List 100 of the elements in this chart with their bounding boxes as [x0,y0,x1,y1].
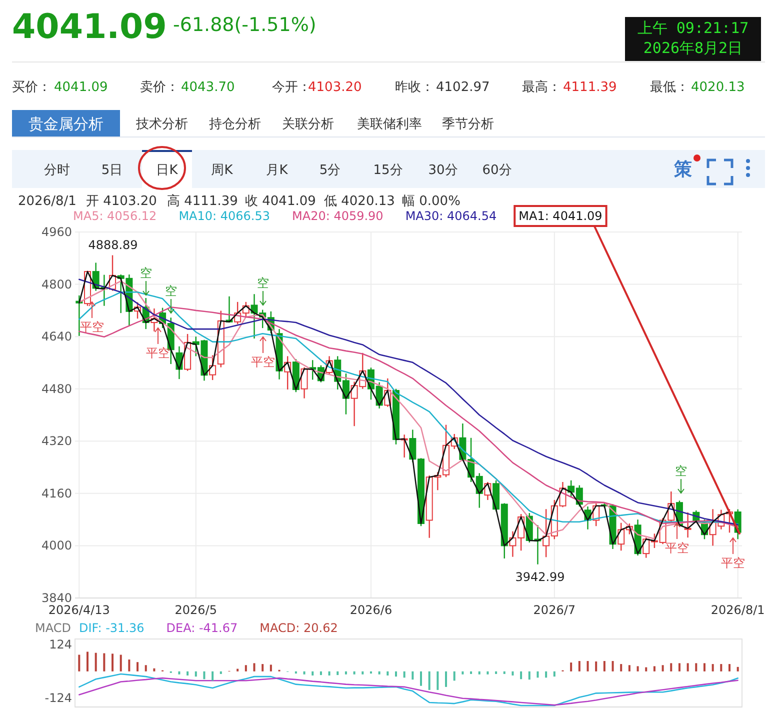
text: 季节分析 [442,117,494,132]
bar [445,671,448,687]
bar [186,671,189,676]
y-tick-label: 4640 [41,330,72,344]
bar [462,671,464,674]
bar [586,661,589,672]
text: MACD: 20.62 [260,621,338,635]
bar [344,671,347,674]
text: -61.88(-1.51%) [173,14,316,36]
bar [478,671,480,674]
text: 30分 [428,163,458,178]
bar [378,671,380,674]
bar [428,671,430,690]
text: 关联分析 [282,117,334,132]
chart-title: MACD [35,621,71,635]
bar [294,671,297,674]
text: 贵金属分析 [28,115,104,133]
bar [328,671,330,676]
bar [595,661,598,672]
text: 低 4020.13 [324,194,395,209]
text: 卖价： [140,80,179,95]
bar [470,671,472,674]
y-tick-label: 4160 [41,486,72,500]
bar [353,671,356,674]
text: 日K [156,163,178,178]
x-tick-label: 2026/8/1 [710,603,765,617]
bar [520,671,522,680]
bar [503,671,506,674]
x-tick-label: 2026/4/13 [48,603,110,617]
bar [636,666,639,672]
text: 60分 [482,163,512,178]
bar [645,667,648,672]
text: 月K [266,163,288,178]
bar [203,671,206,680]
bar [486,671,489,674]
bar [220,671,222,674]
y-tick-label: 124 [49,638,72,652]
text: 美联储利率 [357,116,422,132]
bar [736,666,739,672]
bar [103,653,106,672]
annotation: 平空 [251,355,275,369]
bar [620,664,622,672]
annotation: 平空 [721,556,745,570]
bar [394,671,397,677]
annotation: 空 [257,276,269,290]
x-tick-label: 2026/7 [533,603,576,617]
bar [362,671,364,674]
text: MA5: 4056.12 [73,209,157,223]
text: 4043.70 [181,80,235,95]
bar [78,654,80,672]
annotation: 平空 [665,541,689,555]
text: MA20: 4059.90 [292,209,384,223]
bar [578,661,580,672]
y-tick-label: 4320 [41,434,72,448]
bar [144,665,147,672]
text: 昨收： [395,80,434,95]
bar [212,671,214,681]
bar [703,663,706,672]
bar [320,671,322,676]
text: 4111.39 [563,80,617,95]
bar [94,652,97,672]
bar [678,663,680,672]
y-tick-label: 4800 [41,277,72,292]
text: 最低： [650,80,689,95]
bar [453,671,456,681]
bar [528,671,530,680]
bar [545,671,548,678]
text: 上午 09:21:17 [637,19,749,37]
bar [612,661,614,672]
text: 5日 [101,163,123,178]
bar [136,662,139,672]
bar [236,668,239,672]
bar [336,671,339,676]
annotation: 空 [165,284,177,298]
bar [653,666,656,672]
text: 5分 [319,163,341,178]
text: MA10: 4066.53 [178,209,270,223]
bar [686,663,689,672]
bar [512,671,514,676]
bar [112,654,114,672]
text: 2026年8月2日 [643,39,743,57]
bar [628,665,630,672]
bar [670,663,672,672]
annotation: 3942.99 [515,570,565,584]
bar [86,652,89,672]
bar [728,664,730,672]
bar [370,671,372,674]
text: 策 [673,159,692,180]
bar [412,671,414,680]
annotation: 4888.89 [88,238,138,252]
text: DIF: -31.36 [78,621,144,635]
text: 2026/8/1 [18,194,76,209]
bar [244,665,247,672]
y-tick-label: 4480 [41,382,72,396]
text: 4102.97 [436,80,490,95]
bar [120,654,122,672]
text: 最高： [522,79,561,95]
x-tick-label: 2026/6 [350,603,392,617]
bar [153,668,156,672]
text: 4041.09 [54,80,108,95]
